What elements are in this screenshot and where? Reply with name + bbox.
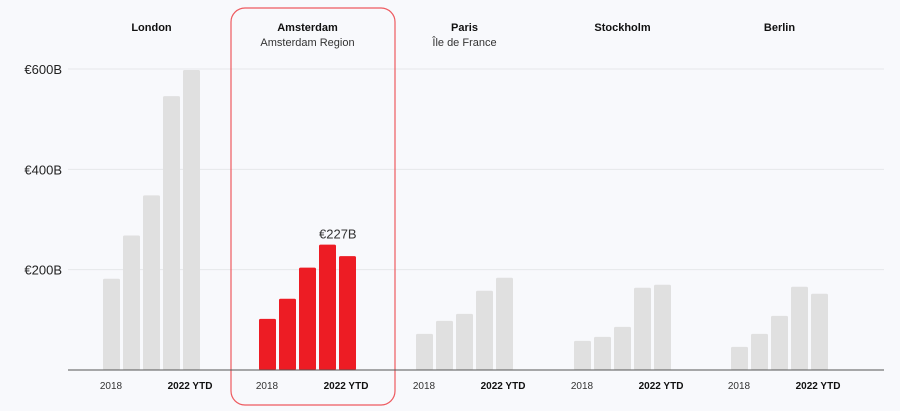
x-tick-label: 2022 YTD [639,381,684,392]
highlight-box [230,7,396,406]
group-title: Amsterdam [277,22,338,34]
bar-berlin-2018 [731,346,748,370]
x-tick-label: 2022 YTD [796,381,841,392]
group-title: London [131,22,172,34]
data-label: €227B [319,227,357,242]
x-tick-label: 2018 [256,381,279,392]
bar-stockholm-2021 [634,287,651,370]
group-title: Paris [451,22,478,34]
y-tick-label: €600B [24,62,62,77]
group-title: Stockholm [594,22,650,34]
x-tick-label: 2022 YTD [324,381,369,392]
bar-berlin-2020 [771,315,788,370]
bar-london-2019 [123,235,140,370]
bar-paris-2022-ytd [496,277,513,370]
bar-paris-2018 [416,333,433,370]
bar-london-2020 [143,195,160,370]
group-subtitle: Amsterdam Region [260,37,354,49]
bar-amsterdam-2021 [319,244,336,370]
group-subtitle: Île de France [431,36,496,49]
y-tick-label: €200B [24,263,62,278]
bar-paris-2021 [476,290,493,370]
bar-london-2021 [163,96,180,370]
bar-stockholm-2020 [614,326,631,370]
bar-paris-2019 [436,320,453,370]
y-tick-label: €400B [24,162,62,177]
bar-london-2022-ytd [183,70,200,371]
bar-berlin-2022-ytd [811,293,828,370]
x-tick-label: 2018 [571,381,594,392]
x-tick-label: 2022 YTD [481,381,526,392]
bar-paris-2020 [456,313,473,370]
bar-amsterdam-2018 [259,318,276,370]
bar-stockholm-2022-ytd [654,284,671,370]
x-tick-label: 2018 [728,381,751,392]
bar-berlin-2019 [751,333,768,370]
bar-stockholm-2018 [574,340,591,370]
bar-berlin-2021 [791,286,808,370]
bar-amsterdam-2020 [299,267,316,370]
bar-amsterdam-2022-ytd [339,256,356,370]
bar-london-2018 [103,278,120,370]
x-tick-label: 2018 [100,381,123,392]
x-tick-label: 2022 YTD [168,381,213,392]
x-tick-label: 2018 [413,381,436,392]
group-title: Berlin [764,22,795,34]
bar-stockholm-2019 [594,336,611,370]
bar-amsterdam-2019 [279,298,296,370]
